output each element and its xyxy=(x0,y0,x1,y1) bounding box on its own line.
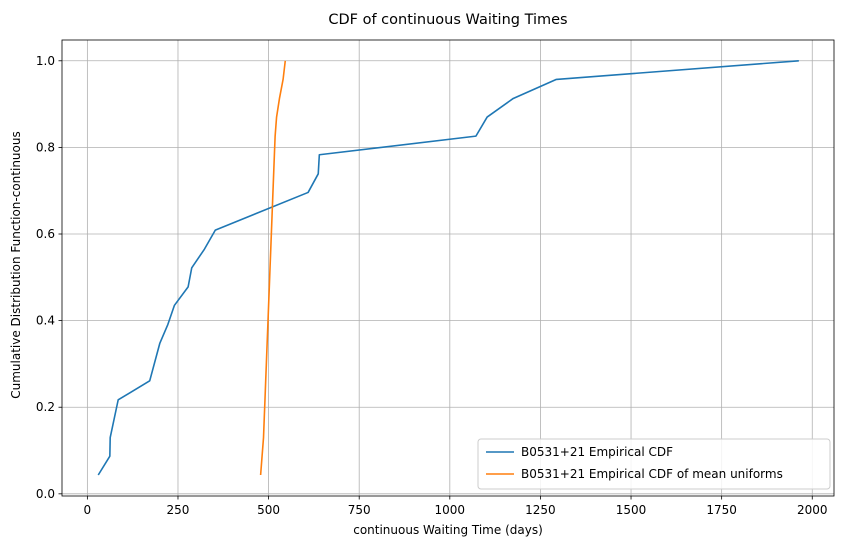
y-tick-label: 0.4 xyxy=(36,314,55,328)
y-tick-label: 0.2 xyxy=(36,400,55,414)
x-tick-label: 1750 xyxy=(706,503,737,517)
y-axis-label: Cumulative Distribution Function-continu… xyxy=(9,131,23,399)
x-tick-label: 250 xyxy=(167,503,190,517)
ticks-layer: 0 250 500 750 1000 1250 1500 1750 2000 0.0 0.2 0.4 0… xyxy=(36,54,828,517)
y-tick-label: 0.0 xyxy=(36,487,55,501)
legend-box xyxy=(477,438,831,490)
x-tick-label: 1500 xyxy=(616,503,647,517)
x-tick-label: 500 xyxy=(257,503,280,517)
series-line-empirical-cdf xyxy=(97,59,799,476)
series-layer xyxy=(97,59,799,476)
y-tick-label: 0.6 xyxy=(36,227,55,241)
y-tick-label: 1.0 xyxy=(36,54,55,68)
x-tick-label: 750 xyxy=(348,503,371,517)
plot-area-frame xyxy=(61,39,835,497)
series-line-mean-uniforms-cdf xyxy=(259,60,287,476)
legend: B0531+21 Empirical CDF B0531+21 Empirica… xyxy=(477,438,831,490)
y-tick-label: 0.8 xyxy=(36,140,55,154)
x-tick-label: 1000 xyxy=(435,503,466,517)
legend-label-empirical-cdf: B0531+21 Empirical CDF xyxy=(521,445,673,459)
x-tick-label: 0 xyxy=(84,503,92,517)
x-tick-label: 1250 xyxy=(525,503,556,517)
legend-label-mean-uniforms-cdf: B0531+21 Empirical CDF of mean uniforms xyxy=(521,467,783,481)
x-tick-label: 2000 xyxy=(797,503,828,517)
x-axis-label: continuous Waiting Time (days) xyxy=(353,523,543,537)
grid-layer xyxy=(62,40,834,496)
chart-title: CDF of continuous Waiting Times xyxy=(328,12,567,28)
